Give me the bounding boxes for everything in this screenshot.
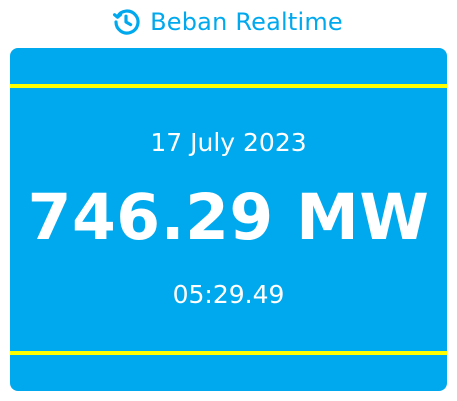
top-stripe: [10, 84, 447, 88]
header-content: Beban Realtime: [110, 6, 343, 38]
realtime-load-card: 17 July 2023 746.29 MW 05:29.49: [10, 48, 447, 391]
widget-header: Beban Realtime: [0, 0, 457, 44]
load-value: 746.29 MW: [27, 181, 430, 254]
load-time: 05:29.49: [172, 280, 285, 309]
bottom-stripe: [10, 351, 447, 355]
load-date: 17 July 2023: [150, 128, 307, 157]
widget-title: Beban Realtime: [150, 8, 343, 36]
history-clock-icon: [110, 6, 142, 38]
